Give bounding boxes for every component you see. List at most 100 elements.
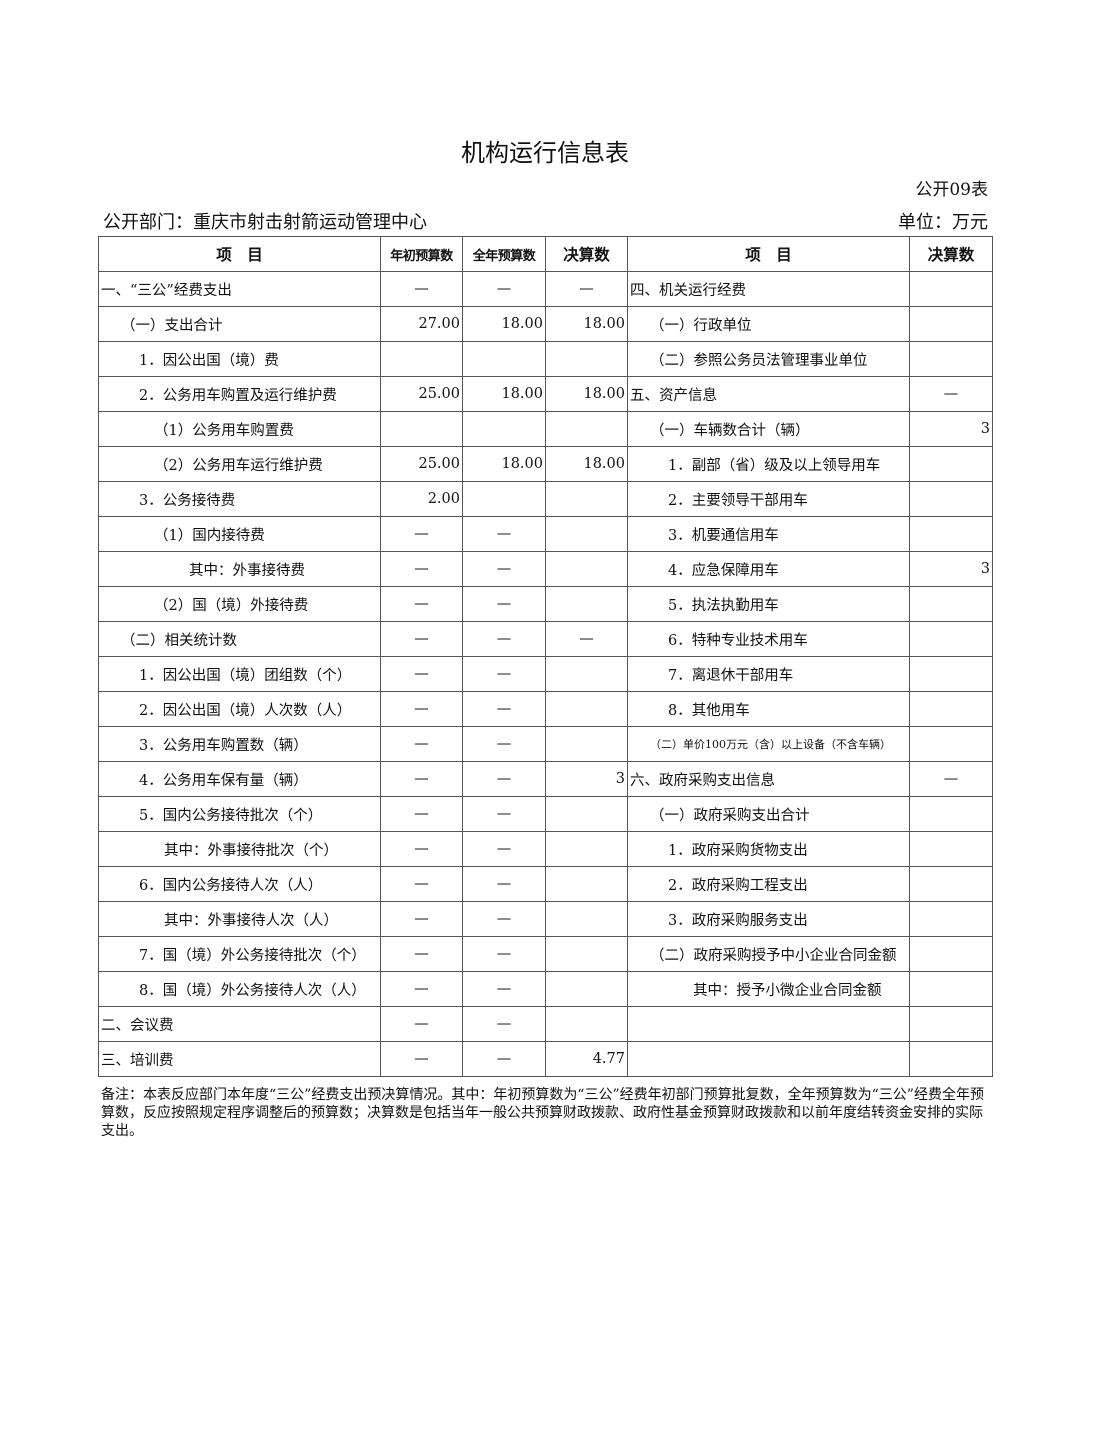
row-label: 2．因公出国（境）人次数（人） [98,691,381,727]
final-cell [545,656,628,692]
annual-budget-cell: — [462,586,546,622]
final-cell: 3 [545,761,628,797]
right-row-label: 1．政府采购货物支出 [627,831,910,867]
initial-budget-cell: — [380,1006,463,1042]
annual-budget-cell: — [462,796,546,832]
right-final-cell [909,446,993,482]
initial-budget-cell: — [380,726,463,762]
header-initial-budget: 年初预算数 [380,236,463,272]
row-label: 二、会议费 [98,1006,381,1042]
initial-budget-cell: 25.00 [380,446,463,482]
annual-budget-cell: — [462,901,546,937]
right-final-cell [909,1041,993,1077]
right-final-cell: — [909,376,993,412]
row-label: 其中：外事接待批次（个） [98,831,381,867]
right-row-label: （一）政府采购支出合计 [627,796,910,832]
table-row: 6．国内公务接待人次（人） — —2．政府采购工程支出 [98,866,993,902]
row-label: （一）支出合计 [98,306,381,342]
right-row-label [627,1006,910,1042]
right-row-label: 3．政府采购服务支出 [627,901,910,937]
unit-label: 单位：万元 [898,212,988,233]
table-row: （1）公务用车购置费 （一）车辆数合计（辆） 3 [98,411,993,447]
table-row: 2．公务用车购置及运行维护费 25.00 18.00 18.00 五、资产信息 — [98,376,993,412]
initial-budget-cell: 27.00 [380,306,463,342]
right-final-cell [909,481,993,517]
info-table: 项 目 年初预算数 全年预算数 决算数 项 目 决算数 一、“三公”经费支出 — —… [98,236,993,1077]
right-row-label: （二）政府采购授予中小企业合同金额 [627,936,910,972]
right-row-label: 四、机关运行经费 [627,271,910,307]
final-cell [545,1006,628,1042]
right-row-label: 六、政府采购支出信息 [627,761,910,797]
right-final-cell: 3 [909,551,993,587]
final-cell [545,481,628,517]
right-final-cell [909,691,993,727]
row-label: （二）相关统计数 [98,621,381,657]
table-row: （2）国（境）外接待费 — —5．执法执勤用车 [98,586,993,622]
table-row: （1）国内接待费 — —3．机要通信用车 [98,516,993,552]
row-label: 其中：外事接待人次（人） [98,901,381,937]
initial-budget-cell: — [380,866,463,902]
right-row-label: （一）行政单位 [627,306,910,342]
row-label: 1．因公出国（境）费 [98,341,381,377]
right-final-cell [909,936,993,972]
header-final-2: 决算数 [909,236,993,272]
annual-budget-cell: — [462,271,546,307]
final-cell: 18.00 [545,376,628,412]
initial-budget-cell: — [380,936,463,972]
final-cell [545,726,628,762]
initial-budget-cell: 2.00 [380,481,463,517]
right-row-label [627,1041,910,1077]
right-final-cell [909,516,993,552]
final-cell [545,411,628,447]
final-cell [545,971,628,1007]
row-label: （2）公务用车运行维护费 [98,446,381,482]
table-row: （一）支出合计 27.00 18.00 18.00 （一）行政单位 [98,306,993,342]
final-cell [545,831,628,867]
initial-budget-cell: — [380,656,463,692]
table-row: （二）相关统计数 — — —6．特种专业技术用车 [98,621,993,657]
table-row: 其中：外事接待人次（人） — —3．政府采购服务支出 [98,901,993,937]
row-label: 三、培训费 [98,1041,381,1077]
final-cell: — [545,621,628,657]
right-final-cell [909,1006,993,1042]
final-cell: — [545,271,628,307]
final-cell [545,586,628,622]
right-final-cell: — [909,761,993,797]
initial-budget-cell: — [380,1041,463,1077]
right-row-label: 4．应急保障用车 [627,551,910,587]
annual-budget-cell: — [462,761,546,797]
header-row: 项 目 年初预算数 全年预算数 决算数 项 目 决算数 [98,236,993,272]
row-label: 7．国（境）外公务接待批次（个） [98,936,381,972]
final-cell: 18.00 [545,306,628,342]
table-row: 三、培训费 — —4.77 [98,1041,993,1077]
initial-budget-cell [380,341,463,377]
annual-budget-cell [462,341,546,377]
right-final-cell [909,726,993,762]
table-row: 3．公务用车购置数（辆） — — （二）单价100万元（含）以上设备（不含车辆） [98,726,993,762]
right-final-cell [909,796,993,832]
initial-budget-cell: — [380,271,463,307]
initial-budget-cell: — [380,586,463,622]
row-label: 8．国（境）外公务接待人次（人） [98,971,381,1007]
row-label: （1）国内接待费 [98,516,381,552]
right-final-cell [909,306,993,342]
final-cell [545,901,628,937]
right-final-cell [909,971,993,1007]
row-label: 6．国内公务接待人次（人） [98,866,381,902]
right-final-cell [909,341,993,377]
table-row: 1．因公出国（境）费 （二）参照公务员法管理事业单位 [98,341,993,377]
right-final-cell [909,271,993,307]
annual-budget-cell: — [462,936,546,972]
annual-budget-cell [462,481,546,517]
final-cell [545,341,628,377]
table-row: 一、“三公”经费支出 — — — 四、机关运行经费 [98,271,993,307]
table-row: 4．公务用车保有量（辆） — —3 六、政府采购支出信息 — [98,761,993,797]
final-cell [545,516,628,552]
right-row-label: 2．政府采购工程支出 [627,866,910,902]
table-row: 8．国（境）外公务接待人次（人） — — 其中：授予小微企业合同金额 [98,971,993,1007]
table-row: （2）公务用车运行维护费 25.00 18.00 18.00 1．副部（省）级及以上领导… [98,446,993,482]
initial-budget-cell: — [380,971,463,1007]
right-row-label: （二）参照公务员法管理事业单位 [627,341,910,377]
annual-budget-cell: — [462,656,546,692]
